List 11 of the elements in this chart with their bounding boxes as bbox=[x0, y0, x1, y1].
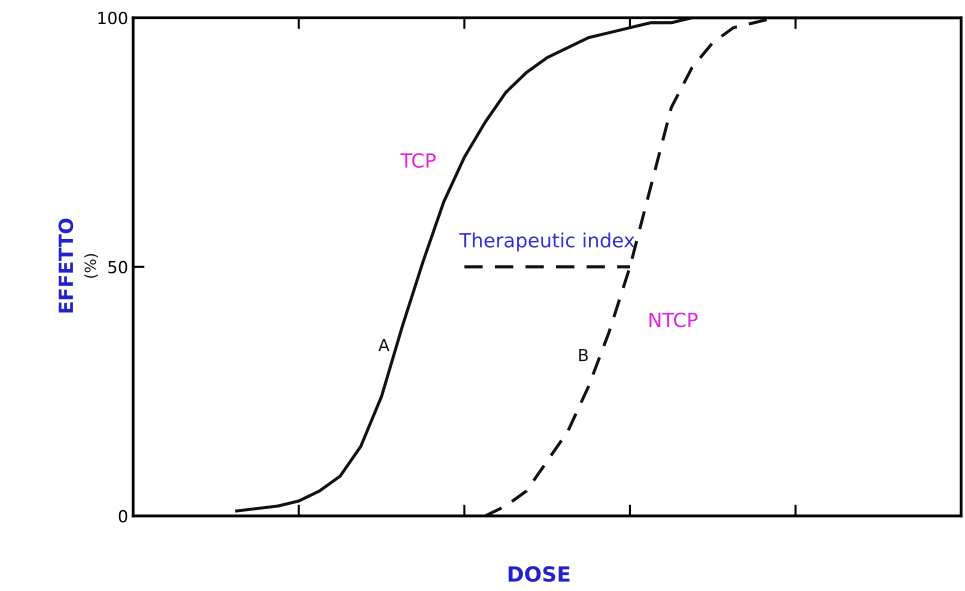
y-tick-label: 0 bbox=[118, 510, 128, 523]
y-axis-title: EFFETTO (%) bbox=[58, 218, 98, 312]
series-label: TCP bbox=[400, 153, 436, 168]
y-tick-label: 100 bbox=[98, 12, 128, 24]
line-series bbox=[235, 18, 962, 512]
annotation: Therapeutic index bbox=[459, 232, 634, 252]
series-label: NTCP bbox=[650, 312, 698, 328]
x-axis-title: DOSE bbox=[508, 566, 570, 582]
annotation: A bbox=[378, 339, 390, 352]
y-tick-label: 50 bbox=[108, 260, 128, 274]
annotation: B bbox=[579, 348, 588, 362]
